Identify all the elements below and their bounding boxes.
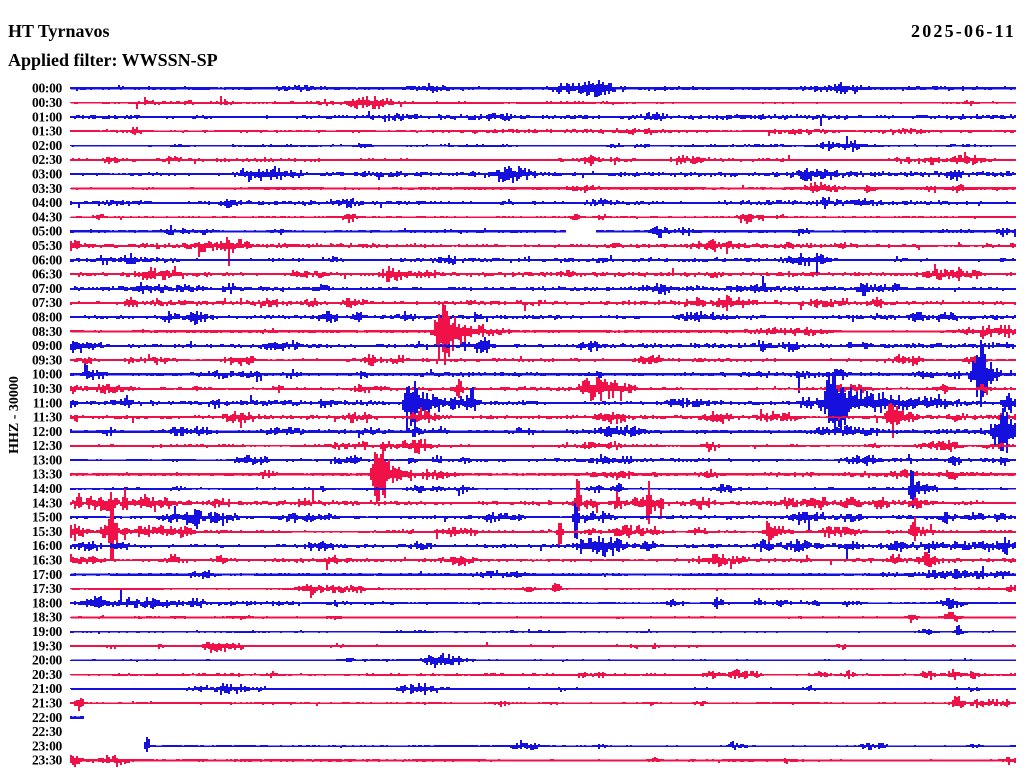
svg-text:14:00: 14:00 [32,481,63,496]
svg-text:19:00: 19:00 [32,624,63,639]
svg-text:16:00: 16:00 [32,538,63,553]
svg-text:06:30: 06:30 [32,267,63,282]
svg-text:18:30: 18:30 [32,610,63,625]
svg-text:01:00: 01:00 [32,109,63,124]
svg-text:18:00: 18:00 [32,595,63,610]
svg-text:12:00: 12:00 [32,424,63,439]
svg-text:HHZ - 30000: HHZ - 30000 [7,376,22,454]
svg-text:01:30: 01:30 [32,124,63,139]
svg-text:09:30: 09:30 [32,352,63,367]
svg-text:00:30: 00:30 [32,95,63,110]
svg-text:22:30: 22:30 [32,724,63,739]
svg-text:HT Tyrnavos: HT Tyrnavos [8,21,110,41]
svg-text:00:00: 00:00 [32,81,63,96]
svg-text:05:00: 05:00 [32,224,63,239]
svg-text:23:00: 23:00 [32,738,63,753]
svg-text:15:00: 15:00 [32,510,63,525]
svg-text:11:00: 11:00 [33,395,63,410]
svg-text:09:00: 09:00 [32,338,63,353]
svg-text:13:30: 13:30 [32,467,63,482]
svg-text:16:30: 16:30 [32,553,63,568]
svg-text:04:30: 04:30 [32,209,63,224]
svg-text:07:00: 07:00 [32,281,63,296]
svg-text:08:30: 08:30 [32,324,63,339]
svg-text:21:00: 21:00 [32,681,63,696]
svg-text:21:30: 21:30 [32,696,63,711]
svg-text:03:00: 03:00 [32,167,63,182]
svg-text:10:30: 10:30 [32,381,63,396]
svg-text:20:00: 20:00 [32,653,63,668]
svg-text:19:30: 19:30 [32,638,63,653]
svg-text:17:30: 17:30 [32,581,63,596]
svg-text:11:30: 11:30 [33,410,63,425]
svg-text:03:30: 03:30 [32,181,63,196]
svg-text:10:00: 10:00 [32,367,63,382]
svg-text:07:30: 07:30 [32,295,63,310]
svg-text:Applied filter: WWSSN-SP: Applied filter: WWSSN-SP [8,50,218,70]
svg-text:14:30: 14:30 [32,495,63,510]
svg-text:02:00: 02:00 [32,138,63,153]
svg-text:02:30: 02:30 [32,152,63,167]
svg-text:17:00: 17:00 [32,567,63,582]
svg-text:08:00: 08:00 [32,310,63,325]
svg-text:13:00: 13:00 [32,452,63,467]
svg-text:06:00: 06:00 [32,252,63,267]
svg-text:04:00: 04:00 [32,195,63,210]
svg-text:23:30: 23:30 [32,753,63,768]
svg-text:12:30: 12:30 [32,438,63,453]
svg-text:15:30: 15:30 [32,524,63,539]
svg-text:05:30: 05:30 [32,238,63,253]
svg-text:20:30: 20:30 [32,667,63,682]
svg-text:22:00: 22:00 [32,710,63,725]
svg-text:2025-06-11: 2025-06-11 [911,21,1016,41]
